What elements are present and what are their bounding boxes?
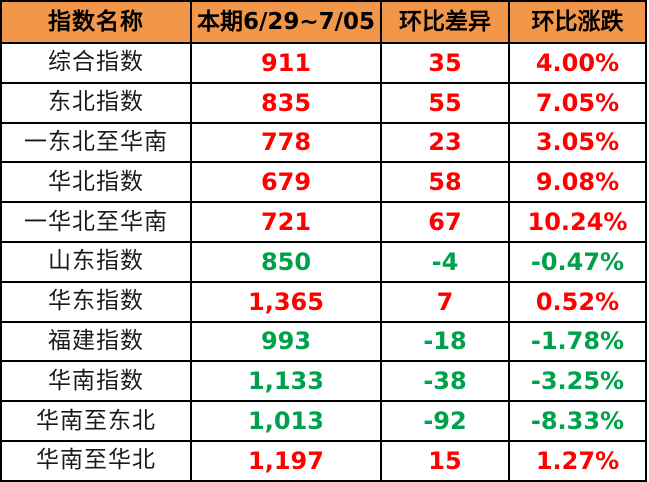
table-row: 华南至华北 1,197 15 1.27% bbox=[0, 439, 647, 482]
cell-mom-change: 7.05% bbox=[508, 81, 647, 124]
cell-period-value: 1,133 bbox=[190, 360, 382, 403]
table-row: 华东指数 1,365 7 0.52% bbox=[0, 280, 647, 323]
cell-index-name: 福建指数 bbox=[0, 320, 192, 363]
cell-period-value: 1,013 bbox=[190, 400, 382, 442]
cell-mom-diff: 55 bbox=[380, 81, 510, 124]
cell-index-name: 山东指数 bbox=[0, 240, 192, 283]
cell-mom-change: -8.33% bbox=[508, 400, 647, 442]
cell-period-value: 679 bbox=[190, 161, 382, 204]
table-row: 东北指数 835 55 7.05% bbox=[0, 81, 647, 124]
table-row: 一华北至华南 721 67 10.24% bbox=[0, 201, 647, 243]
column-header-mom-change: 环比涨跌 bbox=[508, 0, 647, 44]
table-row: 一东北至华南 778 23 3.05% bbox=[0, 121, 647, 164]
cell-period-value: 850 bbox=[190, 240, 382, 283]
cell-period-value: 721 bbox=[190, 201, 382, 243]
column-header-mom-diff: 环比差异 bbox=[380, 0, 510, 44]
table-row: 华北指数 679 58 9.08% bbox=[0, 161, 647, 204]
table-row: 华南至东北 1,013 -92 -8.33% bbox=[0, 400, 647, 442]
cell-mom-diff: -18 bbox=[380, 320, 510, 363]
header-row: 指数名称 本期6/29~7/05 环比差异 环比涨跌 bbox=[0, 0, 647, 44]
cell-mom-diff: 67 bbox=[380, 201, 510, 243]
cell-period-value: 835 bbox=[190, 81, 382, 124]
table-row: 综合指数 911 35 4.00% bbox=[0, 42, 647, 84]
cell-mom-diff: 35 bbox=[380, 42, 510, 84]
cell-mom-diff: 7 bbox=[380, 280, 510, 323]
cell-mom-change: -0.47% bbox=[508, 240, 647, 283]
cell-index-name: 一东北至华南 bbox=[0, 121, 192, 164]
table-row: 华南指数 1,133 -38 -3.25% bbox=[0, 360, 647, 403]
table-header: 指数名称 本期6/29~7/05 环比差异 环比涨跌 bbox=[0, 0, 647, 44]
cell-period-value: 993 bbox=[190, 320, 382, 363]
column-header-period-value: 本期6/29~7/05 bbox=[190, 0, 382, 44]
cell-index-name: 一华北至华南 bbox=[0, 201, 192, 243]
table-row: 福建指数 993 -18 -1.78% bbox=[0, 320, 647, 363]
cell-mom-change: 10.24% bbox=[508, 201, 647, 243]
cell-period-value: 911 bbox=[190, 42, 382, 84]
cell-mom-change: -1.78% bbox=[508, 320, 647, 363]
cell-index-name: 综合指数 bbox=[0, 42, 192, 84]
cell-mom-diff: -4 bbox=[380, 240, 510, 283]
cell-mom-change: -3.25% bbox=[508, 360, 647, 403]
cell-index-name: 华南指数 bbox=[0, 360, 192, 403]
cell-mom-diff: -38 bbox=[380, 360, 510, 403]
cell-mom-diff: -92 bbox=[380, 400, 510, 442]
cell-mom-change: 4.00% bbox=[508, 42, 647, 84]
cell-mom-diff: 23 bbox=[380, 121, 510, 164]
cell-index-name: 华东指数 bbox=[0, 280, 192, 323]
cell-index-name: 华南至东北 bbox=[0, 400, 192, 442]
cell-index-name: 华南至华北 bbox=[0, 439, 192, 482]
cell-mom-change: 1.27% bbox=[508, 439, 647, 482]
cell-index-name: 华北指数 bbox=[0, 161, 192, 204]
column-header-index-name: 指数名称 bbox=[0, 0, 192, 44]
table-row: 山东指数 850 -4 -0.47% bbox=[0, 240, 647, 283]
cell-mom-change: 3.05% bbox=[508, 121, 647, 164]
cell-mom-diff: 58 bbox=[380, 161, 510, 204]
cell-period-value: 1,197 bbox=[190, 439, 382, 482]
table-body: 综合指数 911 35 4.00% 东北指数 835 55 7.05% 一东北至华南 778 23 3… bbox=[0, 42, 647, 482]
cell-period-value: 1,365 bbox=[190, 280, 382, 323]
cell-period-value: 778 bbox=[190, 121, 382, 164]
cell-mom-change: 9.08% bbox=[508, 161, 647, 204]
cell-index-name: 东北指数 bbox=[0, 81, 192, 124]
cell-mom-change: 0.52% bbox=[508, 280, 647, 323]
cell-mom-diff: 15 bbox=[380, 439, 510, 482]
